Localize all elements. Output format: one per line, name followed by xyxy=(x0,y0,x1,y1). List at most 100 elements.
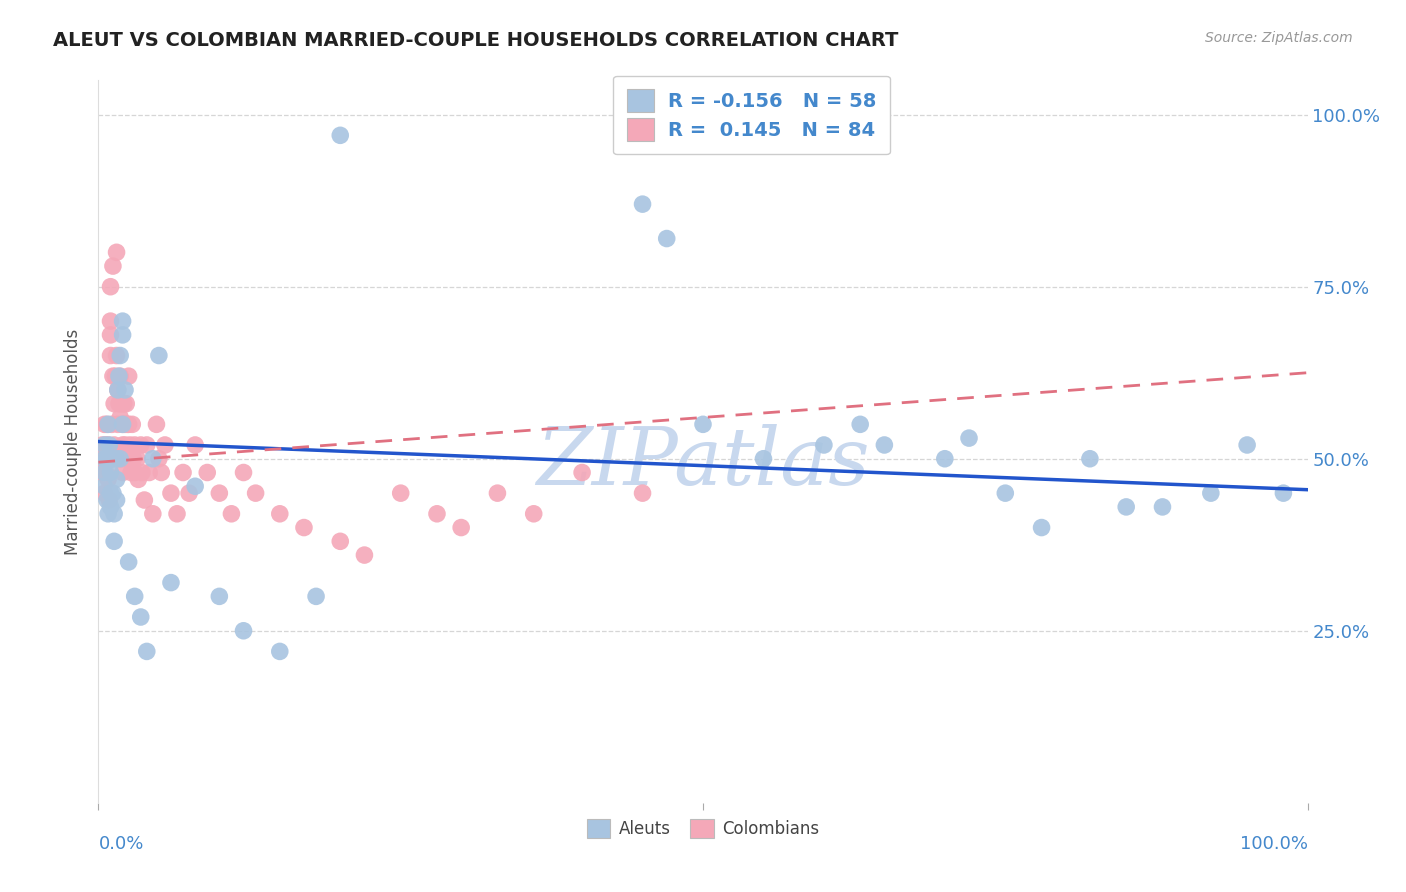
Point xyxy=(179,486,201,500)
Point xyxy=(221,507,243,521)
Point xyxy=(138,466,160,480)
Point xyxy=(100,500,122,514)
Point xyxy=(93,451,115,466)
Text: ZIPatlas: ZIPatlas xyxy=(536,425,870,502)
Point xyxy=(329,534,352,549)
Point xyxy=(813,438,835,452)
Point xyxy=(108,369,131,384)
Point xyxy=(849,417,872,432)
Point xyxy=(101,259,124,273)
Point xyxy=(118,369,141,384)
Point xyxy=(101,451,124,466)
Point xyxy=(135,438,157,452)
Point xyxy=(98,493,121,508)
Point xyxy=(93,486,115,500)
Point xyxy=(120,466,142,480)
Point xyxy=(91,466,114,480)
Point xyxy=(135,644,157,658)
Point xyxy=(100,417,122,432)
Point xyxy=(118,438,141,452)
Point xyxy=(101,369,124,384)
Point xyxy=(100,451,122,466)
Point xyxy=(269,644,291,658)
Point xyxy=(134,493,156,508)
Point xyxy=(91,438,114,452)
Point xyxy=(127,451,149,466)
Point xyxy=(305,590,328,604)
Point xyxy=(124,438,146,452)
Point xyxy=(110,397,132,411)
Point xyxy=(486,486,509,500)
Y-axis label: Married-couple Households: Married-couple Households xyxy=(65,328,83,555)
Point xyxy=(631,486,654,500)
Point xyxy=(105,472,128,486)
Point xyxy=(122,451,145,466)
Point xyxy=(523,507,546,521)
Point xyxy=(245,486,267,500)
Point xyxy=(389,486,412,500)
Point xyxy=(103,534,125,549)
Point xyxy=(1152,500,1174,514)
Point xyxy=(994,486,1017,500)
Point xyxy=(93,451,115,466)
Point xyxy=(94,438,117,452)
Text: 100.0%: 100.0% xyxy=(1240,835,1308,854)
Text: ALEUT VS COLOMBIAN MARRIED-COUPLE HOUSEHOLDS CORRELATION CHART: ALEUT VS COLOMBIAN MARRIED-COUPLE HOUSEH… xyxy=(53,31,898,50)
Point xyxy=(873,438,896,452)
Point xyxy=(426,507,449,521)
Point xyxy=(184,438,207,452)
Point xyxy=(114,417,136,432)
Point xyxy=(655,231,678,245)
Point xyxy=(100,349,122,363)
Point xyxy=(195,466,218,480)
Point xyxy=(96,451,118,466)
Point xyxy=(100,327,122,342)
Point xyxy=(96,493,118,508)
Point xyxy=(111,417,134,432)
Point xyxy=(97,417,120,432)
Point xyxy=(160,575,183,590)
Point xyxy=(100,486,122,500)
Point xyxy=(97,438,120,452)
Point xyxy=(111,417,134,432)
Point xyxy=(1199,486,1222,500)
Point xyxy=(1031,520,1053,534)
Point xyxy=(107,383,129,397)
Point xyxy=(112,397,135,411)
Point xyxy=(957,431,980,445)
Point xyxy=(100,279,122,293)
Point xyxy=(1078,451,1101,466)
Text: Source: ZipAtlas.com: Source: ZipAtlas.com xyxy=(1205,31,1353,45)
Point xyxy=(96,417,118,432)
Point xyxy=(103,507,125,521)
Point xyxy=(111,451,134,466)
Point xyxy=(121,417,143,432)
Point xyxy=(111,438,134,452)
Point xyxy=(94,466,117,480)
Point xyxy=(208,486,231,500)
Point xyxy=(232,466,254,480)
Point xyxy=(142,507,165,521)
Point xyxy=(107,417,129,432)
Point xyxy=(142,451,165,466)
Point xyxy=(114,383,136,397)
Point xyxy=(131,466,153,480)
Point xyxy=(98,451,121,466)
Point xyxy=(124,466,146,480)
Point xyxy=(692,417,714,432)
Point xyxy=(108,397,131,411)
Point xyxy=(148,349,170,363)
Point xyxy=(108,451,131,466)
Point xyxy=(104,369,127,384)
Point xyxy=(934,451,956,466)
Legend: Aleuts, Colombians: Aleuts, Colombians xyxy=(581,813,825,845)
Point xyxy=(118,555,141,569)
Point xyxy=(91,451,114,466)
Point xyxy=(117,417,139,432)
Point xyxy=(111,314,134,328)
Point xyxy=(105,349,128,363)
Point xyxy=(93,479,115,493)
Point xyxy=(166,507,188,521)
Point xyxy=(129,438,152,452)
Point xyxy=(97,472,120,486)
